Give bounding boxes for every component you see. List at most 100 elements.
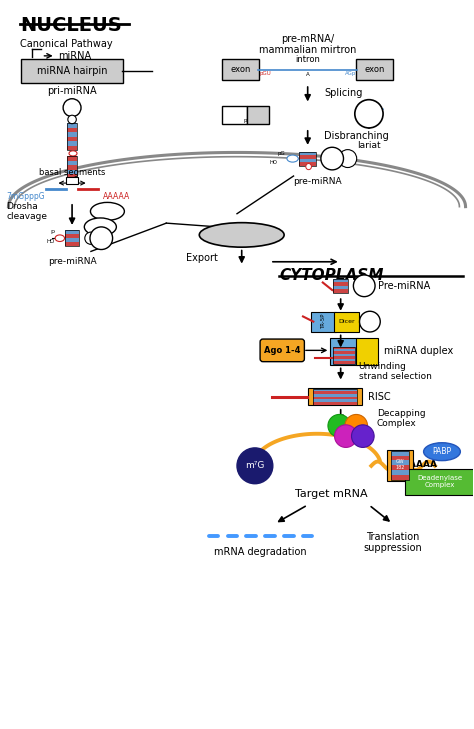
Text: DGCR8: DGCR8	[94, 207, 121, 216]
Circle shape	[237, 448, 273, 484]
Text: exon: exon	[230, 65, 250, 74]
Ellipse shape	[199, 222, 284, 247]
FancyBboxPatch shape	[333, 351, 356, 354]
Text: Unwinding
strand selection: Unwinding strand selection	[358, 362, 431, 381]
Ellipse shape	[306, 163, 311, 170]
FancyBboxPatch shape	[334, 312, 358, 332]
FancyBboxPatch shape	[333, 354, 356, 356]
FancyBboxPatch shape	[300, 159, 316, 162]
Text: Export: Export	[186, 252, 218, 262]
FancyBboxPatch shape	[313, 394, 357, 397]
Text: pri-miRNA: pri-miRNA	[47, 87, 97, 96]
FancyBboxPatch shape	[247, 106, 269, 124]
FancyBboxPatch shape	[313, 391, 357, 394]
Ellipse shape	[84, 218, 117, 236]
Text: Canonical Pathway: Canonical Pathway	[20, 39, 113, 50]
FancyBboxPatch shape	[313, 399, 357, 402]
FancyBboxPatch shape	[67, 160, 77, 165]
Text: intron: intron	[295, 55, 320, 64]
Text: AAAAA: AAAAA	[103, 192, 130, 200]
Circle shape	[68, 115, 76, 124]
FancyBboxPatch shape	[391, 475, 410, 480]
FancyBboxPatch shape	[222, 106, 247, 124]
Text: Target mRNA: Target mRNA	[295, 489, 367, 499]
FancyBboxPatch shape	[333, 282, 348, 286]
Text: miRNA hairpin: miRNA hairpin	[37, 66, 107, 76]
Ellipse shape	[287, 155, 298, 162]
Text: miRNA: miRNA	[58, 51, 91, 61]
Text: HO: HO	[270, 160, 278, 165]
Text: p: p	[244, 118, 247, 123]
FancyBboxPatch shape	[333, 361, 356, 364]
FancyBboxPatch shape	[65, 242, 79, 246]
Circle shape	[359, 311, 380, 332]
FancyBboxPatch shape	[300, 152, 316, 155]
FancyBboxPatch shape	[391, 456, 410, 461]
FancyBboxPatch shape	[333, 286, 348, 289]
Circle shape	[321, 147, 344, 170]
Text: AAAAA: AAAAA	[403, 460, 438, 469]
Circle shape	[63, 98, 81, 117]
FancyBboxPatch shape	[387, 450, 413, 481]
FancyBboxPatch shape	[67, 123, 77, 128]
FancyBboxPatch shape	[67, 170, 77, 174]
Text: miRNA duplex: miRNA duplex	[384, 346, 453, 356]
FancyBboxPatch shape	[65, 230, 79, 234]
Text: mRNA degradation: mRNA degradation	[214, 547, 307, 558]
Text: CYTOPLASM: CYTOPLASM	[279, 268, 384, 283]
Text: Pre-miRNA: Pre-miRNA	[378, 281, 430, 291]
FancyBboxPatch shape	[67, 132, 77, 136]
Text: pre-mRNA/
mammalian mirtron: pre-mRNA/ mammalian mirtron	[259, 34, 356, 55]
FancyBboxPatch shape	[333, 346, 356, 349]
Text: Dicer: Dicer	[338, 319, 355, 324]
Circle shape	[328, 415, 351, 437]
Text: 7mGpppG: 7mGpppG	[6, 192, 45, 200]
FancyBboxPatch shape	[391, 470, 410, 475]
Circle shape	[85, 232, 97, 244]
Text: Ago 1-4: Ago 1-4	[264, 346, 301, 355]
Text: Deadenylase
Complex: Deadenylase Complex	[417, 475, 462, 488]
Circle shape	[90, 227, 113, 249]
Text: exon: exon	[365, 65, 385, 74]
Circle shape	[339, 149, 357, 168]
FancyBboxPatch shape	[308, 388, 362, 405]
Text: A: A	[306, 72, 310, 77]
Ellipse shape	[91, 203, 124, 220]
Text: NUCLEUS: NUCLEUS	[20, 16, 122, 35]
FancyBboxPatch shape	[313, 397, 357, 399]
FancyBboxPatch shape	[333, 349, 356, 351]
Text: Decapping
Complex: Decapping Complex	[377, 408, 426, 428]
FancyBboxPatch shape	[67, 136, 77, 141]
Text: pre-miRNA: pre-miRNA	[48, 257, 96, 266]
Circle shape	[354, 275, 375, 297]
FancyBboxPatch shape	[391, 451, 410, 456]
FancyBboxPatch shape	[67, 165, 77, 170]
Text: TR-5P: TR-5P	[321, 314, 326, 330]
FancyBboxPatch shape	[333, 278, 348, 282]
FancyBboxPatch shape	[333, 356, 356, 359]
FancyBboxPatch shape	[313, 389, 357, 391]
FancyBboxPatch shape	[67, 156, 77, 160]
FancyBboxPatch shape	[67, 146, 77, 150]
FancyBboxPatch shape	[356, 338, 378, 364]
FancyBboxPatch shape	[405, 469, 474, 495]
Text: pre-miRNA: pre-miRNA	[293, 177, 341, 186]
Text: AGp: AGp	[345, 71, 356, 77]
Ellipse shape	[69, 151, 77, 156]
FancyBboxPatch shape	[313, 402, 357, 405]
Circle shape	[345, 415, 367, 437]
Text: p: p	[50, 229, 55, 234]
Text: HO: HO	[46, 238, 55, 243]
FancyBboxPatch shape	[65, 238, 79, 242]
FancyBboxPatch shape	[356, 58, 393, 80]
FancyBboxPatch shape	[21, 59, 123, 82]
FancyBboxPatch shape	[333, 289, 348, 293]
FancyBboxPatch shape	[333, 359, 356, 361]
FancyBboxPatch shape	[330, 338, 358, 364]
FancyBboxPatch shape	[311, 312, 336, 332]
Text: Splicing: Splicing	[324, 88, 363, 98]
Circle shape	[335, 425, 357, 448]
FancyBboxPatch shape	[67, 128, 77, 132]
FancyBboxPatch shape	[260, 339, 304, 362]
Text: m⁷G: m⁷G	[245, 461, 264, 470]
